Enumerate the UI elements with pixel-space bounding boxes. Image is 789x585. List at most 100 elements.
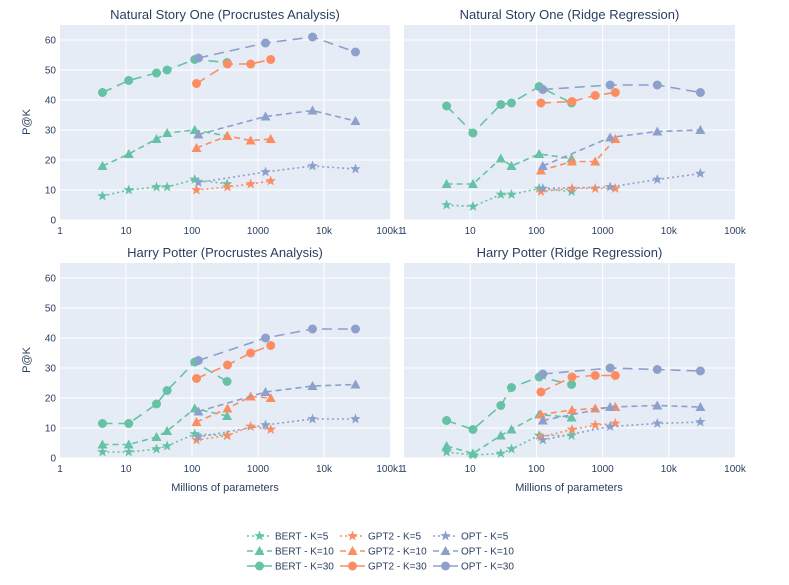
x-tick-label: 10 bbox=[120, 226, 132, 237]
data-point bbox=[590, 371, 600, 380]
data-point bbox=[605, 363, 615, 373]
series-line bbox=[196, 180, 271, 191]
data-point bbox=[566, 412, 577, 422]
data-point bbox=[350, 116, 361, 125]
y-tick-label: 0 bbox=[50, 454, 56, 465]
data-point bbox=[222, 377, 232, 386]
series-gpt2-k-5 bbox=[535, 418, 621, 442]
legend-label: OPT - K=10 bbox=[461, 547, 514, 558]
legend-swatch-marker bbox=[347, 546, 358, 555]
series-bert-k-30 bbox=[97, 357, 232, 428]
data-point bbox=[260, 166, 271, 177]
data-point bbox=[266, 341, 276, 350]
series-line bbox=[102, 178, 228, 197]
data-point bbox=[123, 446, 134, 457]
x-tick-label: 10k bbox=[316, 226, 333, 237]
data-point bbox=[468, 425, 478, 434]
data-point bbox=[161, 181, 173, 192]
data-point bbox=[441, 199, 452, 210]
x-tick-label: 100 bbox=[528, 226, 545, 237]
data-point bbox=[307, 160, 318, 171]
data-point bbox=[123, 149, 134, 158]
series-line bbox=[446, 413, 572, 455]
data-point bbox=[442, 416, 452, 425]
data-point bbox=[123, 439, 134, 449]
data-point bbox=[307, 413, 318, 424]
series-line bbox=[540, 374, 616, 393]
legend-item-gpt2-k-30: GPT2 - K=30 bbox=[340, 561, 427, 573]
data-point bbox=[162, 426, 173, 435]
x-tick-label: 100 bbox=[184, 464, 201, 475]
y-tick-label: 20 bbox=[45, 156, 57, 167]
data-point bbox=[467, 201, 479, 211]
series-opt-k-10 bbox=[193, 105, 361, 139]
legend-label: BERT - K=5 bbox=[275, 532, 329, 543]
legend-label: GPT2 - K=5 bbox=[368, 532, 422, 543]
data-point bbox=[265, 134, 276, 143]
data-point bbox=[495, 189, 507, 199]
data-point bbox=[245, 135, 256, 145]
data-point bbox=[350, 379, 361, 389]
panel-3: Harry Potter (Procrustes Analysis) 0 10 20 3… bbox=[45, 245, 404, 475]
data-point bbox=[151, 181, 162, 192]
data-point bbox=[590, 419, 601, 430]
data-point bbox=[124, 76, 134, 85]
legend-item-opt-k-10: OPT - K=10 bbox=[433, 546, 514, 558]
panel-title: Harry Potter (Procrustes Analysis) bbox=[127, 245, 323, 260]
legend-swatch-marker bbox=[440, 546, 451, 555]
series-gpt2-k-30 bbox=[192, 341, 276, 383]
x-tick-label: 1000 bbox=[591, 226, 614, 237]
data-point bbox=[590, 156, 601, 166]
series-opt-k-5 bbox=[537, 416, 706, 445]
x-tick-label: 10 bbox=[120, 464, 132, 475]
legend-swatch-marker bbox=[254, 546, 265, 555]
legend-swatch-marker bbox=[254, 530, 265, 541]
data-point bbox=[222, 411, 233, 420]
y-tick-label: 10 bbox=[45, 186, 57, 197]
data-point bbox=[566, 183, 578, 193]
data-point bbox=[652, 126, 663, 136]
data-point bbox=[191, 417, 202, 426]
data-point bbox=[605, 402, 616, 411]
legend-label: GPT2 - K=30 bbox=[368, 562, 427, 573]
data-point bbox=[610, 183, 621, 193]
x-tick-label: 100 bbox=[528, 464, 545, 475]
panel-2: Natural Story One (Ridge Regression) 1 10 1… bbox=[401, 7, 747, 237]
data-point bbox=[652, 174, 663, 184]
x-tick-label: 1 bbox=[57, 464, 63, 475]
data-point bbox=[535, 431, 547, 442]
series-line bbox=[540, 91, 616, 104]
series-opt-k-10 bbox=[537, 400, 706, 425]
data-point bbox=[495, 430, 506, 440]
data-point bbox=[695, 125, 706, 134]
data-point bbox=[162, 386, 172, 395]
data-point bbox=[506, 443, 517, 454]
data-point bbox=[222, 403, 233, 413]
series-bert-k-30 bbox=[442, 372, 577, 434]
data-point bbox=[536, 387, 546, 397]
data-point bbox=[162, 128, 173, 137]
data-point bbox=[441, 179, 452, 188]
x-tick-label: 1000 bbox=[591, 464, 614, 475]
legend: BERT - K=5 GPT2 - K=5 OPT - K=5 BERT - K=10… bbox=[247, 530, 514, 573]
data-point bbox=[350, 47, 360, 57]
series-line bbox=[542, 84, 701, 94]
x-tick-label: 100k bbox=[724, 226, 747, 237]
legend-swatch-marker bbox=[441, 561, 450, 571]
series-opt-k-30 bbox=[538, 80, 705, 97]
x-tick-label: 100k1 bbox=[376, 226, 404, 237]
data-point bbox=[442, 101, 452, 111]
y-tick-label: 50 bbox=[45, 304, 57, 315]
series-opt-k-30 bbox=[193, 32, 360, 63]
data-point bbox=[652, 418, 663, 428]
series-gpt2-k-30 bbox=[536, 371, 620, 397]
data-point bbox=[151, 134, 162, 143]
x-tick-label: 100k bbox=[724, 464, 747, 475]
legend-item-opt-k-30: OPT - K=30 bbox=[433, 561, 514, 573]
data-point bbox=[566, 424, 578, 434]
data-point bbox=[506, 161, 517, 170]
x-tick-label: 10 bbox=[465, 464, 477, 475]
data-point bbox=[468, 128, 478, 138]
series-gpt2-k-10 bbox=[191, 391, 276, 426]
y-tick-label: 50 bbox=[45, 66, 57, 77]
